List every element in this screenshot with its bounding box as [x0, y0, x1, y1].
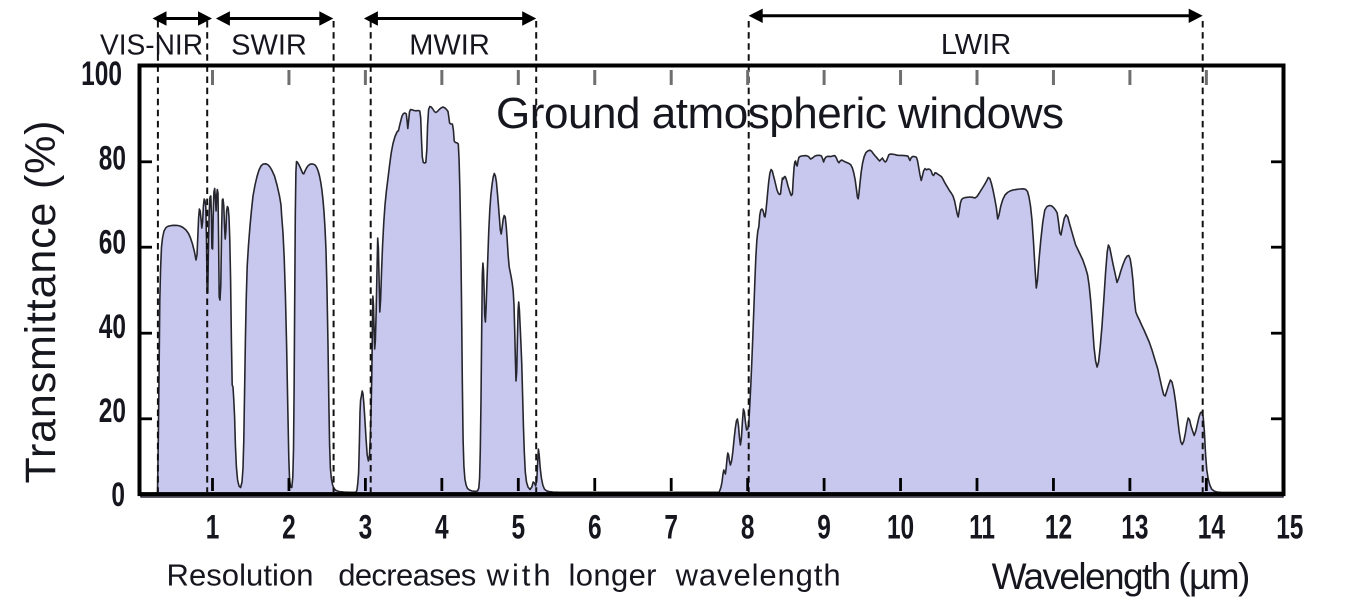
svg-text:4: 4	[435, 509, 449, 547]
svg-text:80: 80	[99, 140, 126, 178]
svg-text:5: 5	[511, 509, 525, 547]
svg-text:9: 9	[817, 509, 831, 547]
svg-text:decreases: decreases	[338, 558, 476, 593]
svg-text:8: 8	[741, 509, 755, 547]
svg-text:wavelength: wavelength	[675, 558, 841, 593]
svg-text:15: 15	[1276, 509, 1303, 547]
svg-text:0: 0	[111, 476, 125, 514]
svg-text:Transmittance (%): Transmittance (%)	[17, 121, 65, 484]
svg-text:6: 6	[588, 509, 602, 547]
svg-text:10: 10	[887, 509, 914, 547]
svg-text:LWIR: LWIR	[941, 29, 1011, 61]
svg-text:7: 7	[664, 509, 678, 547]
svg-text:100: 100	[81, 55, 122, 93]
svg-text:Ground atmospheric windows: Ground atmospheric windows	[496, 89, 1064, 138]
svg-text:13: 13	[1121, 509, 1148, 547]
svg-text:14: 14	[1198, 509, 1226, 547]
svg-text:MWIR: MWIR	[409, 30, 490, 62]
svg-text:with: with	[486, 558, 551, 593]
svg-text:longer: longer	[569, 558, 657, 593]
svg-text:60: 60	[99, 224, 126, 262]
svg-text:SWIR: SWIR	[231, 30, 307, 62]
svg-text:1: 1	[206, 509, 220, 547]
svg-text:Wavelength (µm): Wavelength (µm)	[992, 556, 1251, 597]
svg-text:20: 20	[99, 392, 126, 430]
svg-text:Resolution: Resolution	[167, 558, 314, 593]
svg-text:VIS-NIR: VIS-NIR	[100, 29, 203, 61]
svg-text:2: 2	[282, 509, 296, 547]
svg-text:12: 12	[1045, 509, 1072, 547]
svg-text:11: 11	[969, 509, 995, 547]
svg-text:40: 40	[99, 308, 126, 346]
svg-text:3: 3	[359, 509, 373, 547]
